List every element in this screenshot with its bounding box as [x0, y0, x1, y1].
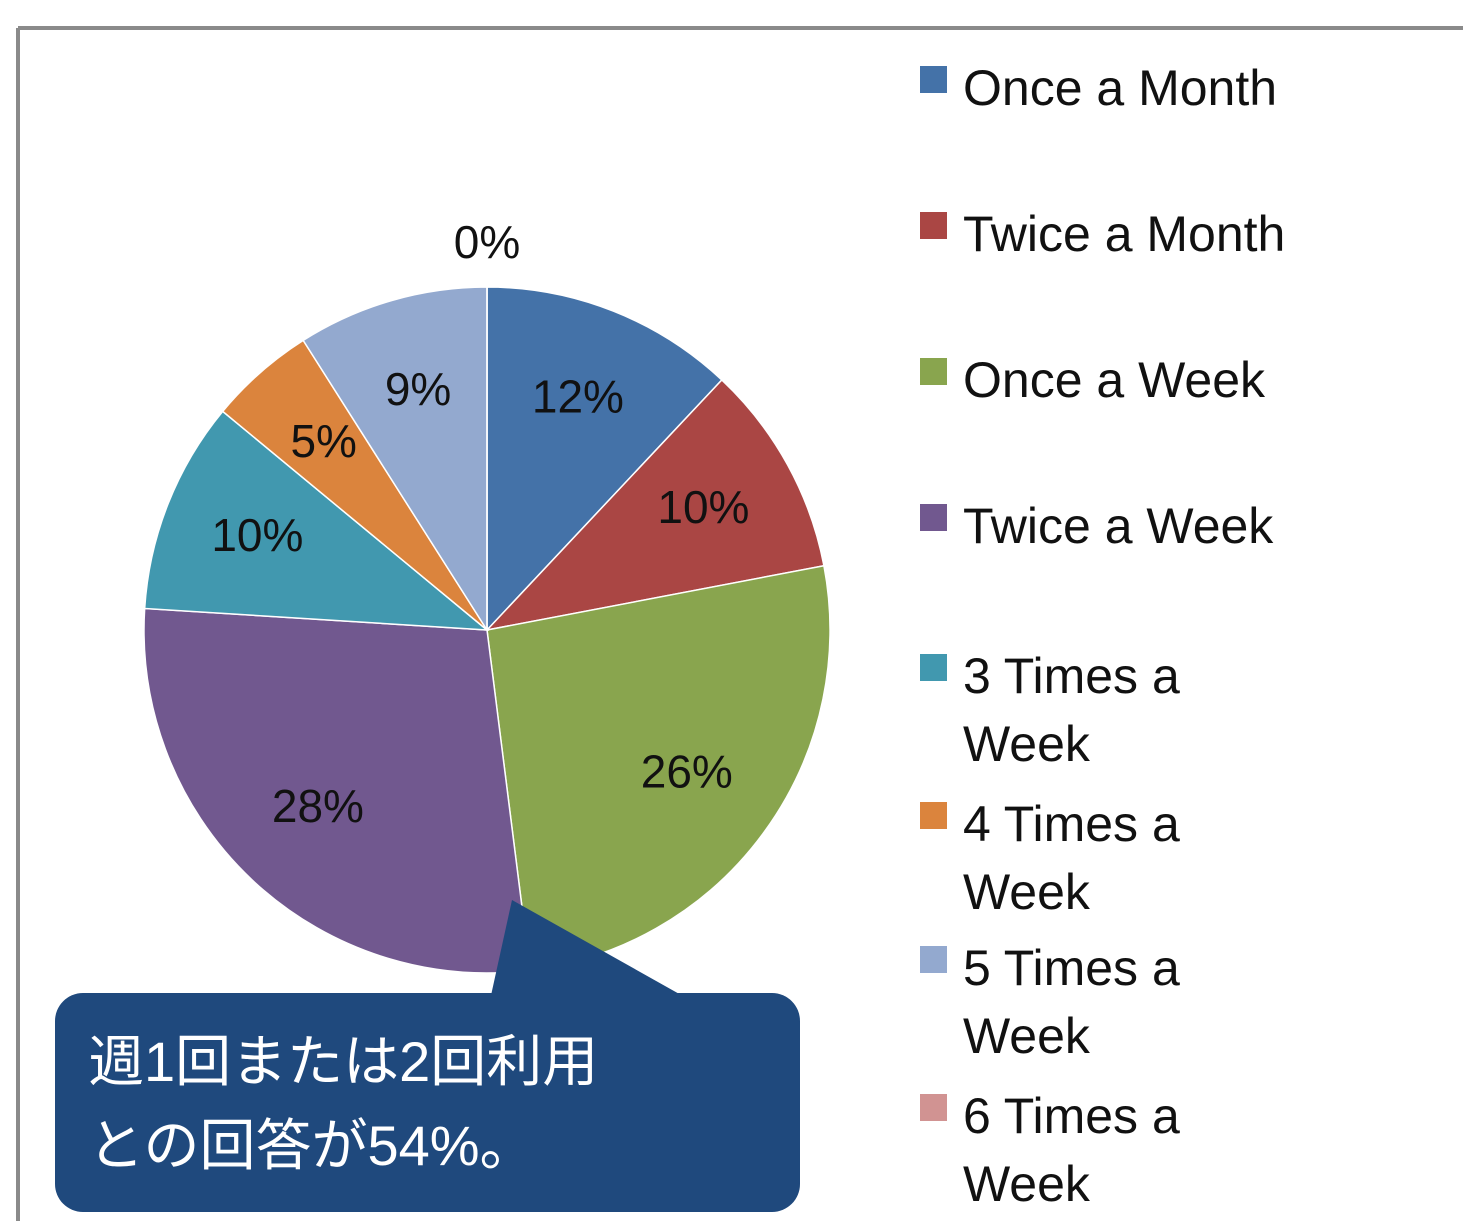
legend-label: 4 Times a Week — [963, 796, 1180, 920]
legend-entry: 6 Times a Week — [920, 1082, 1263, 1218]
legend-label: Twice a Month — [963, 206, 1286, 262]
legend-swatch — [920, 212, 947, 239]
pie-slice — [302, 286, 488, 633]
data-label: 10% — [657, 481, 749, 533]
legend-entry: Once a Week — [920, 346, 1383, 414]
legend-entry: 4 Times a Week — [920, 790, 1263, 926]
pie-slice — [143, 607, 531, 974]
legend-entry: Twice a Month — [920, 200, 1383, 268]
callout-box — [55, 993, 800, 1212]
callout-text: 週1回または2回利用 との回答が54%。 — [88, 1020, 598, 1188]
legend-entry: 5 Times a Week — [920, 934, 1263, 1070]
legend-label: Twice a Week — [963, 498, 1274, 554]
callout-line: との回答が54%。 — [88, 1114, 536, 1177]
legend-label: 5 Times a Week — [963, 940, 1180, 1064]
legend-entry: Once a Month — [920, 54, 1383, 122]
legend-swatch — [920, 1094, 947, 1121]
legend-entry: 3 Times a Week — [920, 642, 1263, 778]
callout-shape — [55, 900, 800, 1212]
legend-swatch — [920, 654, 947, 681]
legend-swatch — [920, 358, 947, 385]
pie-slice — [486, 286, 723, 632]
data-label: 26% — [641, 745, 733, 797]
data-label: 10% — [211, 509, 303, 561]
data-label: 12% — [532, 371, 624, 423]
data-label: 0% — [454, 216, 520, 268]
data-label: 9% — [385, 363, 451, 415]
legend-label: Once a Month — [963, 60, 1278, 116]
pie-slice — [143, 410, 490, 631]
pie-slice — [484, 378, 825, 632]
data-label: 28% — [272, 780, 364, 832]
legend-label: Once a Week — [963, 352, 1266, 408]
data-label: 5% — [290, 415, 356, 467]
legend-swatch — [920, 504, 947, 531]
legend-swatch — [920, 66, 947, 93]
legend-label: 3 Times a Week — [963, 648, 1180, 772]
legend-entry: Twice a Week — [920, 492, 1383, 560]
legend-swatch — [920, 946, 947, 973]
pie: 12% 10% 26% 28% 10% 5% 9% 0% — [143, 216, 831, 974]
callout-line: 週1回または2回利用 — [88, 1030, 599, 1093]
legend-label: 6 Times a Week — [963, 1088, 1180, 1212]
legend-swatch — [920, 802, 947, 829]
callout-pointer — [490, 900, 690, 1000]
